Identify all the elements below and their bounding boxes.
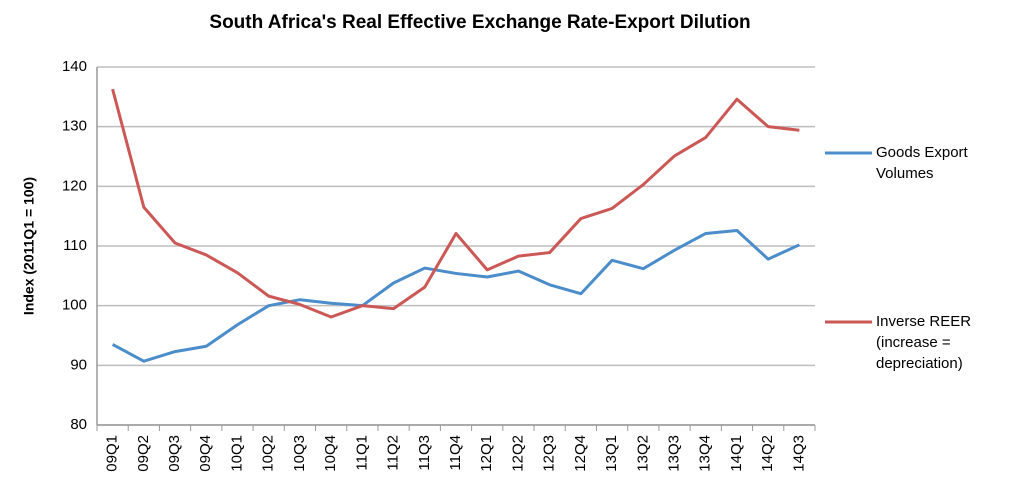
- y-tick-label: 80: [70, 416, 87, 433]
- x-tick-label: 11Q2: [385, 435, 402, 471]
- x-tick-label: 13Q2: [634, 435, 651, 472]
- x-tick-label: 14Q1: [728, 435, 745, 472]
- x-tick-label: 12Q1: [478, 435, 495, 472]
- x-tick-label: 14Q2: [759, 435, 776, 472]
- x-tick-label: 09Q4: [197, 435, 214, 472]
- x-tick-label: 10Q2: [260, 435, 277, 472]
- x-tick-label: 14Q3: [790, 435, 807, 472]
- y-axis-label: Index (2011Q1 = 100): [21, 177, 37, 315]
- x-tick-label: 13Q1: [603, 435, 620, 472]
- chart-title: South Africa's Real Effective Exchange R…: [209, 12, 750, 33]
- x-tick-label: 10Q1: [228, 435, 245, 472]
- y-tick-label: 120: [62, 177, 87, 194]
- x-tick-label: 09Q1: [104, 435, 121, 472]
- y-tick-label: 140: [62, 58, 87, 75]
- x-tick-label: 09Q2: [135, 435, 152, 472]
- y-tick-label: 130: [62, 118, 87, 135]
- data-line: [111, 88, 800, 319]
- x-tick-label: 12Q3: [541, 435, 558, 472]
- x-tick-label: 11Q4: [447, 435, 464, 471]
- x-tick-label: 12Q2: [509, 435, 526, 472]
- x-tick-label: 10Q3: [291, 435, 308, 472]
- x-tick-label: 10Q4: [322, 435, 339, 472]
- data-line: [111, 228, 801, 363]
- y-tick-label: 90: [70, 356, 87, 373]
- x-tick-label: 11Q3: [416, 435, 433, 471]
- x-tick-label: 13Q3: [665, 435, 682, 472]
- legend-label: Inverse REER (increase = depreciation): [876, 313, 972, 372]
- x-tick-label: 11Q1: [353, 435, 370, 471]
- x-tick-label: 09Q3: [166, 435, 183, 472]
- y-tick-label: 110: [63, 237, 87, 254]
- x-tick-label: 12Q4: [572, 435, 589, 472]
- x-tick-label: 13Q4: [697, 435, 714, 472]
- y-tick-label: 100: [62, 297, 87, 314]
- legend-label: Goods Export Volumes: [876, 144, 968, 182]
